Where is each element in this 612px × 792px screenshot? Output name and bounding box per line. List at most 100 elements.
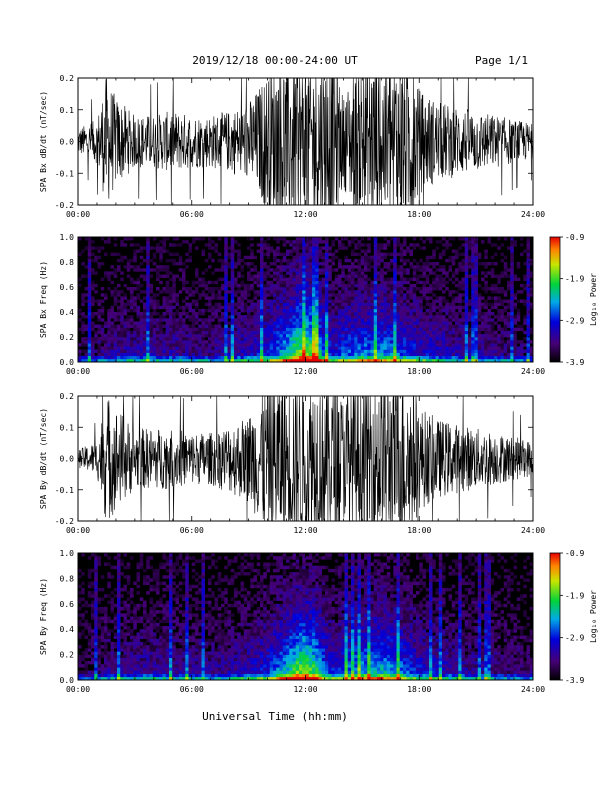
spectrogram-cell xyxy=(523,358,527,363)
spectrogram-cell xyxy=(113,619,118,624)
spectrogram-cell xyxy=(269,283,274,288)
spectrogram-cell xyxy=(477,255,482,260)
spectrogram-cell xyxy=(321,333,326,338)
spectrogram-cell xyxy=(146,255,150,260)
spectrogram-cell xyxy=(438,349,443,353)
spectrogram-cell xyxy=(299,337,303,341)
spectrogram-cell xyxy=(240,280,245,285)
spectrogram-cell xyxy=(318,333,323,338)
spectrogram-cell xyxy=(347,290,352,294)
spectrogram-cell xyxy=(81,324,85,328)
spectrogram-cell xyxy=(289,330,293,335)
spectrogram-cell xyxy=(104,610,108,614)
spectrogram-cell xyxy=(396,290,401,294)
spectrogram-cell xyxy=(211,305,215,310)
spectrogram-cell xyxy=(126,274,131,278)
spectrogram-cell xyxy=(451,302,456,307)
spectrogram-cell xyxy=(120,240,124,244)
spectrogram-cell xyxy=(126,262,131,266)
spectrogram-cell xyxy=(256,318,261,322)
spectrogram-cell xyxy=(139,632,144,636)
spectrogram-cell xyxy=(286,283,290,288)
spectrogram-cell xyxy=(237,312,241,316)
y-tick-label: 0.2 xyxy=(60,333,75,342)
spectrogram-cell xyxy=(295,324,300,328)
spectrogram-cell xyxy=(520,243,524,247)
spectrogram-cell xyxy=(334,299,339,303)
spectrogram-cell xyxy=(331,240,336,244)
spectrogram-cell xyxy=(396,324,401,328)
spectrogram-cell xyxy=(295,343,300,347)
spectrogram-cell xyxy=(123,651,128,655)
spectrogram-cell xyxy=(416,302,420,307)
spectrogram-cell xyxy=(377,243,381,247)
spectrogram-cell xyxy=(100,673,105,678)
spectrogram-cell xyxy=(318,302,323,307)
spectrogram-cell xyxy=(217,349,222,353)
spectrogram-cell xyxy=(204,318,209,322)
spectrogram-cell xyxy=(344,290,349,294)
spectrogram-cell xyxy=(149,664,154,668)
spectrogram-cell xyxy=(302,333,306,338)
spectrogram-cell xyxy=(295,290,300,294)
spectrogram-cell xyxy=(523,349,527,353)
spectrogram-cell xyxy=(78,606,82,611)
spectrogram-cell xyxy=(510,349,514,353)
spectrogram-cell xyxy=(406,315,410,319)
spectrogram-cell xyxy=(91,600,95,605)
spectrogram-cell xyxy=(425,268,430,272)
spectrogram-cell xyxy=(256,346,261,350)
spectrogram-cell xyxy=(458,246,462,250)
spectrogram-cell xyxy=(403,318,407,322)
spectrogram-cell xyxy=(295,274,300,278)
series-line xyxy=(77,395,534,522)
spectrogram-cell xyxy=(126,265,131,269)
spectrogram-cell xyxy=(211,258,215,263)
spectrogram-cell xyxy=(308,237,313,241)
spectrogram-cell xyxy=(308,249,313,253)
spectrogram-cell xyxy=(302,299,306,303)
spectrogram-cell xyxy=(91,581,95,586)
spectrogram-cell xyxy=(474,268,479,272)
spectrogram-cell xyxy=(520,352,524,357)
spectrogram-cell xyxy=(162,340,167,344)
spectrogram-cell xyxy=(195,287,199,291)
spectrogram-cell xyxy=(156,293,160,297)
spectrogram-cell xyxy=(364,330,368,335)
spectrogram-cell xyxy=(240,274,245,278)
spectrogram-cell xyxy=(217,355,222,360)
spectrogram-cell xyxy=(321,312,326,316)
spectrogram-cell xyxy=(247,299,251,303)
spectrogram-cell xyxy=(357,246,362,250)
spectrogram-cell xyxy=(399,287,404,291)
spectrogram-cell xyxy=(513,315,518,319)
spectrogram-cell xyxy=(133,581,137,586)
spectrogram-cell xyxy=(464,315,469,319)
spectrogram-cell xyxy=(328,340,332,344)
spectrogram-cell xyxy=(318,343,323,347)
spectrogram-cell xyxy=(494,302,498,307)
spectrogram-cell xyxy=(263,305,267,310)
spectrogram-cell xyxy=(107,352,111,357)
spectrogram-cell xyxy=(383,321,388,325)
spectrogram-cell xyxy=(425,262,430,266)
spectrogram-cell xyxy=(133,654,137,659)
spectrogram-cell xyxy=(331,287,336,291)
spectrogram-cell xyxy=(334,249,339,253)
spectrogram-cell xyxy=(516,262,521,266)
spectrogram-cell xyxy=(279,280,284,285)
spectrogram-cell xyxy=(201,312,206,316)
spectrogram-cell xyxy=(282,333,287,338)
spectrogram-cell xyxy=(455,349,459,353)
spectrogram-cell xyxy=(182,324,186,328)
spectrogram-cell xyxy=(227,283,232,288)
spectrogram-cell xyxy=(282,268,287,272)
spectrogram-cell xyxy=(406,246,410,250)
spectrogram-cell xyxy=(263,324,267,328)
spectrogram-cell xyxy=(344,349,349,353)
spectrogram-cell xyxy=(331,349,336,353)
spectrogram-cell xyxy=(364,318,368,322)
spectrogram-cell xyxy=(334,355,339,360)
spectrogram-cell xyxy=(299,352,303,357)
spectrogram-cell xyxy=(312,349,316,353)
